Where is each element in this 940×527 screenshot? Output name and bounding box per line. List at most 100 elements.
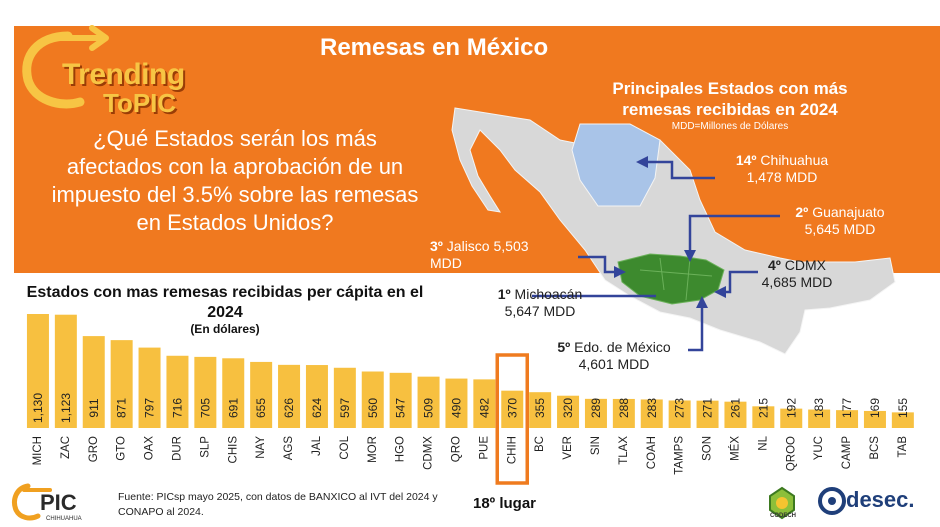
bar-bcs — [863, 410, 886, 428]
callout-rank: 4º — [767, 257, 781, 273]
callout-value: 4,685 MDD — [761, 274, 833, 290]
callout-rank: 1º — [497, 286, 511, 302]
category-label-slp: SLP — [199, 436, 211, 458]
callout-rank: 5º — [557, 339, 571, 355]
arrow-chihuahua — [640, 160, 715, 180]
category-label-cdmx: CDMX — [423, 436, 435, 470]
bar-jal — [305, 365, 328, 428]
category-label-col: COL — [339, 435, 351, 459]
category-label-ags: AGS — [283, 436, 295, 461]
callout-guanajuato: 2º Guanajuato 5,645 MDD — [780, 204, 900, 238]
value-label-qro: 490 — [449, 398, 463, 418]
bar-col — [333, 367, 356, 428]
value-label-jal: 624 — [310, 398, 324, 418]
page-title: Remesas en México — [320, 34, 549, 61]
bar-coah — [640, 399, 663, 428]
callout-rank: 14º — [735, 152, 757, 168]
arrow-guanajuato — [688, 214, 780, 258]
category-label-nay: NAY — [255, 436, 267, 459]
pic-logo: PIC CHIHUAHUA — [12, 483, 82, 522]
category-label-oax: OAX — [144, 436, 156, 461]
value-label-bc: 355 — [533, 398, 547, 418]
category-label-qro: QRO — [450, 436, 462, 462]
bar-sin — [584, 398, 607, 428]
callout-chihuahua: 14º Chihuahua 1,478 MDD — [717, 152, 847, 186]
map-base — [451, 107, 896, 355]
callout-rank: 3º — [430, 238, 443, 254]
callout-value: 4,601 MDD — [578, 356, 650, 372]
bar-ver — [557, 395, 580, 428]
bar-slp — [194, 356, 217, 428]
callout-value: 5,645 MDD — [804, 221, 876, 237]
category-label-nl: NL — [757, 435, 769, 450]
value-label-mich: 1,130 — [31, 393, 45, 423]
codech-label: CODECH — [769, 513, 796, 519]
value-label-gto: 871 — [115, 398, 129, 418]
callout-name: Jalisco 5,503 — [446, 238, 529, 254]
bar-chis — [222, 358, 245, 428]
value-label-ver: 320 — [561, 398, 575, 418]
callout-value: 5,647 MDD — [504, 303, 576, 319]
value-label-méx: 261 — [728, 398, 742, 418]
value-label-zac: 1,123 — [59, 393, 73, 423]
orange-banner — [14, 26, 940, 273]
bar-bc — [529, 392, 552, 428]
bar-yuc — [808, 409, 831, 428]
value-label-chih: 370 — [505, 398, 519, 418]
map-title: Principales Estados con más remesas reci… — [612, 79, 848, 119]
category-label-zac: ZAC — [60, 436, 72, 459]
category-label-qroo: QROO — [785, 436, 797, 471]
callout-name: Edo. de México — [574, 339, 671, 355]
value-label-sin: 289 — [589, 398, 603, 418]
bar-zac — [54, 314, 77, 428]
category-label-jal: JAL — [311, 435, 323, 455]
category-label-tamps: TAMPS — [674, 436, 686, 475]
bar-cdmx — [417, 376, 440, 428]
bar-mich — [26, 314, 49, 428]
bar-qroo — [780, 408, 803, 428]
brand-topic: ToPIC — [103, 88, 177, 118]
bar-pue — [473, 379, 496, 428]
desec-logo-icon — [818, 487, 846, 515]
category-label-mich: MICH — [32, 436, 44, 465]
value-label-bcs: 169 — [868, 398, 882, 418]
value-label-nl: 215 — [756, 398, 770, 418]
callout-name: Chihuahua — [760, 152, 829, 168]
callout-michoacan: 1º Michoacán 5,647 MDD — [490, 286, 590, 320]
value-label-oax: 797 — [143, 398, 157, 418]
value-label-slp: 705 — [198, 398, 212, 418]
category-label-coah: COAH — [646, 436, 658, 469]
category-label-yuc: YUC — [813, 436, 825, 460]
desec-label: desec. — [846, 487, 915, 512]
bar-nl — [752, 406, 775, 428]
trending-topic-logo — [22, 25, 109, 109]
value-label-hgo: 547 — [394, 398, 408, 418]
category-label-chis: CHIS — [227, 436, 239, 464]
arrow-jalisco — [578, 255, 622, 274]
category-label-dur: DUR — [171, 436, 183, 461]
callout-edomex: 5º Edo. de México 4,601 MDD — [544, 339, 684, 373]
bar-gro — [82, 336, 105, 428]
callout-jalisco: 3º Jalisco 5,503 MDD — [430, 238, 529, 272]
pic-logo-subtext: CHIHUAHUA — [46, 516, 82, 522]
headline-question: ¿Qué Estados serán los más afectados con… — [51, 126, 419, 235]
category-label-tlax: TLAX — [618, 436, 630, 465]
value-label-tlax: 288 — [617, 398, 631, 418]
bar-méx — [724, 401, 747, 428]
value-label-gro: 911 — [87, 398, 101, 417]
value-label-dur: 716 — [170, 398, 184, 418]
bar-ags — [278, 364, 301, 428]
category-label-camp: CAMP — [841, 436, 853, 470]
category-label-gro: GRO — [88, 436, 100, 462]
value-label-col: 597 — [338, 398, 352, 418]
bar-tlax — [612, 398, 635, 428]
bar-son — [696, 400, 719, 428]
callout-value: 1,478 MDD — [746, 169, 818, 185]
bar-dur — [166, 355, 189, 428]
arrow-edomex — [688, 300, 704, 352]
highlight-box-chih — [495, 353, 529, 485]
category-label-hgo: HGO — [395, 436, 407, 462]
value-label-ags: 626 — [282, 398, 296, 418]
